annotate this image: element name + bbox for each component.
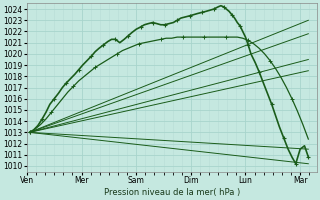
- X-axis label: Pression niveau de la mer( hPa ): Pression niveau de la mer( hPa ): [104, 188, 240, 197]
